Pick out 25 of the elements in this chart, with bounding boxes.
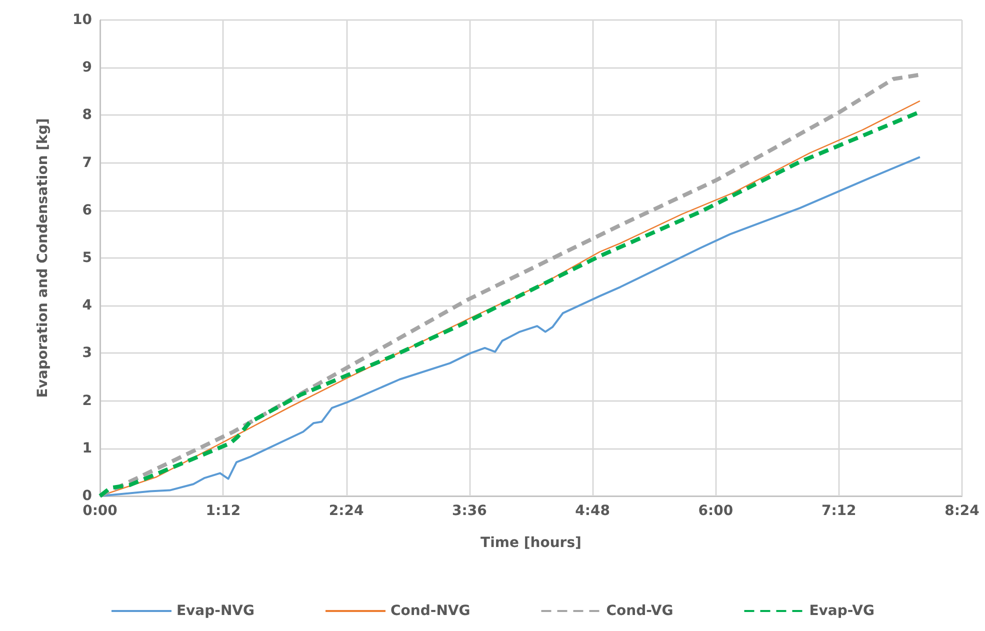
y-tick-label: 8 bbox=[82, 107, 92, 124]
legend-label: Evap-VG bbox=[809, 603, 875, 619]
x-tick-label: 0:00 bbox=[82, 503, 118, 519]
y-tick-label: 6 bbox=[82, 202, 92, 218]
x-tick-label: 8:24 bbox=[944, 503, 980, 519]
x-tick-label: 3:36 bbox=[452, 503, 487, 519]
x-tick-label: 2:24 bbox=[328, 503, 364, 519]
legend-label: Cond-VG bbox=[606, 603, 674, 619]
y-tick-label: 3 bbox=[82, 345, 92, 362]
y-tick-label: 5 bbox=[82, 250, 92, 266]
y-axis-title: Evaporation and Condensation [kg] bbox=[35, 118, 51, 398]
y-tick-label: 7 bbox=[82, 154, 92, 171]
y-tick-label: 2 bbox=[82, 392, 92, 409]
x-tick-label: 4:48 bbox=[575, 503, 610, 519]
y-tick-label: 10 bbox=[72, 12, 92, 28]
x-tick-label: 6:00 bbox=[698, 503, 734, 519]
y-tick-label: 4 bbox=[82, 298, 92, 314]
legend-label: Evap-NVG bbox=[176, 603, 255, 619]
x-tick-label: 7:12 bbox=[821, 503, 856, 519]
x-axis-title: Time [hours] bbox=[480, 535, 582, 551]
y-tick-label: 9 bbox=[82, 60, 92, 76]
legend-label: Cond-NVG bbox=[390, 603, 470, 619]
y-tick-label: 0 bbox=[82, 488, 92, 504]
y-tick-label: 1 bbox=[82, 440, 92, 456]
x-tick-label: 1:12 bbox=[206, 503, 241, 519]
